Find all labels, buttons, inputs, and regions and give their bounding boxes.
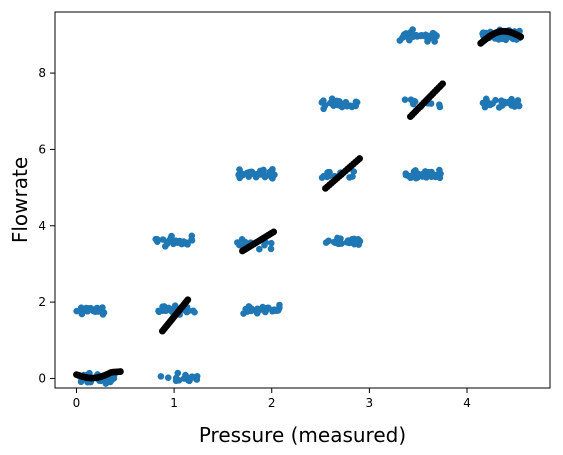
blue-data-point: [498, 34, 506, 42]
blue-data-point: [180, 238, 187, 245]
y-axis-ticks: 0 2 4 6 8: [38, 66, 55, 385]
blue-data-point: [336, 240, 343, 247]
y-tick-label: 0: [38, 371, 46, 385]
blue-data-point: [193, 376, 201, 383]
blue-data-point: [431, 38, 438, 45]
black-data-point: [356, 155, 364, 162]
blue-data-point: [320, 105, 327, 113]
blue-data-point: [401, 96, 409, 103]
blue-data-point: [504, 99, 512, 107]
plot-frame: [54, 11, 551, 389]
blue-data-point: [186, 377, 193, 385]
black-point-layer: [73, 27, 525, 382]
blue-data-point: [191, 308, 198, 316]
black-data-point: [117, 368, 124, 375]
x-axis-ticks: 0 1 2 3 4: [73, 388, 471, 410]
blue-data-point: [266, 168, 274, 176]
blue-data-point: [423, 174, 430, 181]
blue-data-point: [424, 38, 431, 45]
blue-data-point: [322, 239, 330, 246]
blue-data-point: [164, 374, 172, 381]
x-tick-label: 4: [463, 396, 471, 410]
blue-data-point: [157, 373, 165, 380]
y-axis-label: Flowrate: [8, 157, 32, 243]
blue-data-point: [188, 237, 196, 244]
blue-data-point: [249, 170, 257, 178]
blue-data-point: [245, 304, 252, 311]
blue-data-point: [168, 232, 175, 240]
blue-data-point: [256, 245, 263, 253]
blue-data-point: [261, 241, 268, 249]
blue-data-point: [240, 310, 247, 317]
blue-data-point: [100, 309, 108, 316]
blue-data-point: [401, 32, 409, 40]
black-data-point: [439, 80, 447, 88]
blue-data-point: [333, 97, 341, 105]
blue-data-point: [79, 307, 87, 315]
blue-data-point: [253, 307, 261, 315]
blue-point-layer: [73, 26, 523, 387]
y-tick-label: 8: [38, 66, 46, 80]
blue-data-point: [87, 306, 95, 313]
blue-data-point: [260, 167, 267, 174]
x-tick-label: 3: [366, 396, 374, 410]
blue-data-point: [349, 173, 356, 180]
y-tick-label: 4: [38, 219, 46, 233]
y-tick-label: 6: [38, 142, 46, 156]
blue-data-point: [237, 170, 245, 178]
blue-data-point: [318, 174, 326, 182]
blue-data-point: [73, 307, 81, 315]
blue-data-point: [408, 172, 416, 179]
blue-data-point: [318, 99, 326, 106]
blue-data-point: [433, 171, 440, 179]
x-tick-label: 1: [170, 396, 178, 410]
blue-data-point: [498, 99, 506, 106]
blue-data-point: [172, 237, 180, 245]
x-axis-label: Pressure (measured): [199, 423, 406, 447]
blue-data-point: [262, 308, 269, 316]
blue-data-point: [328, 97, 336, 105]
blue-data-point: [486, 101, 494, 109]
blue-data-point: [267, 245, 275, 253]
y-tick-label: 2: [38, 295, 46, 309]
blue-data-point: [172, 374, 180, 382]
blue-data-point: [412, 167, 419, 174]
blue-data-point: [272, 307, 279, 314]
blue-data-point: [352, 102, 359, 110]
blue-data-point: [337, 235, 344, 242]
blue-data-point: [428, 169, 435, 176]
black-data-point: [517, 33, 525, 41]
blue-data-point: [436, 166, 443, 174]
blue-data-point: [153, 235, 161, 243]
blue-data-point: [159, 236, 167, 243]
black-data-point: [270, 228, 278, 236]
blue-data-point: [325, 172, 333, 180]
blue-data-point: [515, 102, 523, 110]
black-data-point: [184, 296, 192, 304]
blue-data-point: [414, 174, 421, 181]
blue-data-point: [267, 239, 275, 247]
x-tick-label: 0: [73, 396, 81, 410]
blue-data-point: [330, 102, 337, 109]
blue-data-point: [435, 101, 443, 109]
blue-data-point: [350, 168, 358, 175]
x-tick-label: 2: [268, 396, 276, 410]
blue-data-point: [99, 304, 106, 311]
blue-data-point: [259, 303, 266, 311]
blue-data-point: [182, 371, 189, 379]
blue-data-point: [155, 307, 162, 315]
blue-data-point: [410, 100, 417, 108]
blue-data-point: [413, 32, 421, 40]
blue-data-point: [162, 306, 170, 314]
blue-data-point: [349, 235, 356, 243]
blue-data-point: [342, 98, 350, 106]
blue-data-point: [236, 241, 243, 249]
